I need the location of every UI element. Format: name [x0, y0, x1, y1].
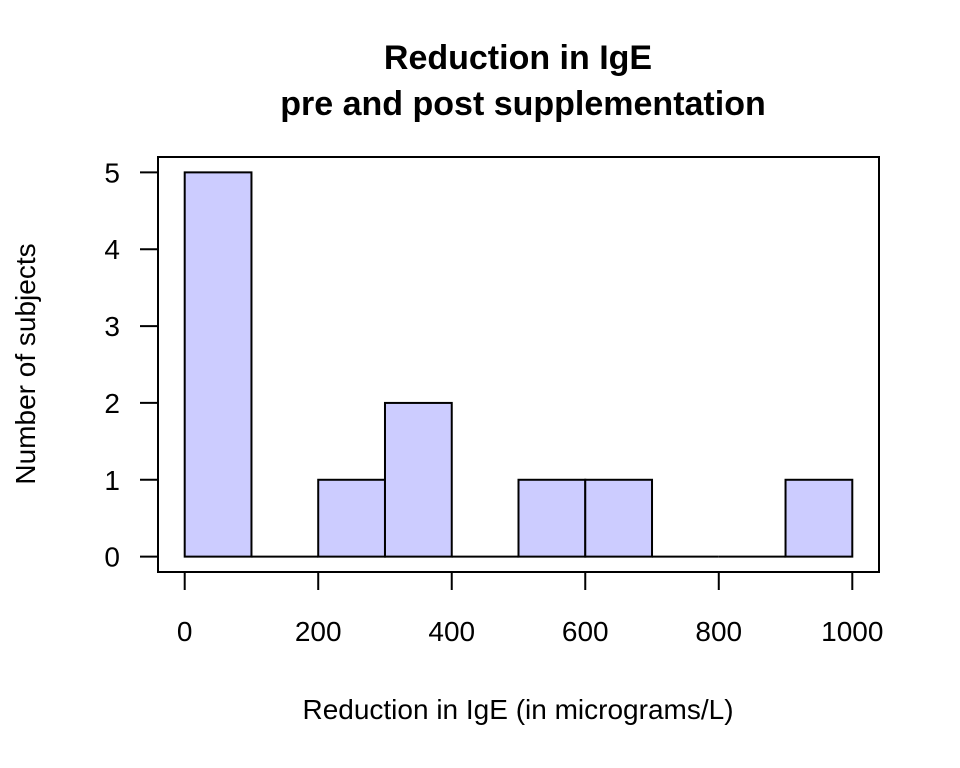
y-axis: 0 1 2 3 4 5 — [104, 157, 159, 573]
y-tick-label-4: 4 — [104, 234, 120, 265]
y-tick-label-3: 3 — [104, 311, 120, 342]
bars-layer — [183, 171, 854, 558]
x-tick-label-2: 400 — [428, 616, 475, 647]
histogram-bar-0 — [183, 171, 253, 558]
x-axis: 0 200 400 600 800 1000 — [177, 571, 883, 647]
x-tick-label-3: 600 — [562, 616, 609, 647]
chart-title-line-2: pre and post supplementation — [280, 85, 765, 123]
x-tick-label-4: 800 — [695, 616, 742, 647]
y-tick-label-2: 2 — [104, 388, 120, 419]
histogram-bar-2 — [317, 478, 386, 558]
histogram-bar-5 — [517, 478, 587, 558]
x-tick-label-5: 1000 — [821, 616, 883, 647]
y-tick-label-0: 0 — [104, 542, 120, 573]
y-axis-label: Number of subjects — [10, 243, 41, 484]
y-tick-label-1: 1 — [104, 465, 120, 496]
x-tick-label-0: 0 — [177, 616, 193, 647]
chart-title-line-1: Reduction in IgE — [384, 39, 652, 77]
histogram-bar-3 — [383, 401, 453, 558]
x-tick-label-1: 200 — [295, 616, 342, 647]
histogram-bar-9 — [784, 478, 854, 558]
histogram-bar-6 — [584, 478, 654, 558]
y-tick-label-5: 5 — [104, 157, 120, 188]
x-axis-label: Reduction in IgE (in micrograms/L) — [302, 694, 733, 725]
